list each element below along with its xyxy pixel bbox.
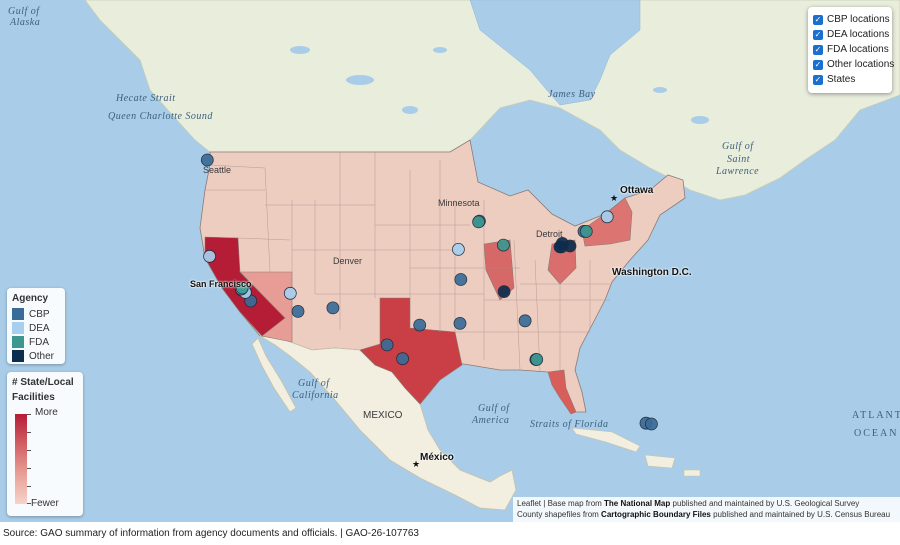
- legend-label: FDA: [29, 336, 49, 348]
- attribution-line1: Leaflet | Base map from The National Map…: [517, 498, 896, 509]
- map-canvas[interactable]: ★ ★ Gulf of Alaska Hecate Strait Queen C…: [0, 0, 900, 522]
- swatch-dea: [12, 322, 24, 334]
- state-texas: [359, 297, 463, 405]
- facility-point-other[interactable]: [497, 285, 511, 299]
- source-note: Source: GAO summary of information from …: [3, 528, 419, 539]
- gradient-tick: [27, 414, 31, 415]
- state-arizona: [239, 271, 293, 343]
- attribution-line2: County shapefiles from Cartographic Boun…: [517, 509, 896, 520]
- facility-point-dea[interactable]: [600, 210, 614, 224]
- facility-point-other[interactable]: [563, 239, 577, 253]
- layer-label: DEA locations: [827, 29, 890, 40]
- national-map-link[interactable]: The National Map: [604, 499, 671, 508]
- swatch-cbp: [12, 308, 24, 320]
- facility-point-dea[interactable]: [203, 249, 217, 263]
- legend-item-cbp: CBP: [12, 307, 60, 321]
- legend-label: DEA: [29, 322, 50, 334]
- legend-item-fda: FDA: [12, 335, 60, 349]
- canada-lakes: [290, 46, 709, 124]
- hispaniola: [644, 454, 676, 469]
- cartographic-boundary-link[interactable]: Cartographic Boundary Files: [601, 510, 711, 519]
- facility-point-cbp[interactable]: [396, 352, 410, 366]
- facility-point-cbp[interactable]: [413, 318, 427, 332]
- legend-item-dea: DEA: [12, 321, 60, 335]
- facilities-legend: # State/Local Facilities More Fewer: [7, 372, 83, 516]
- facility-point-cbp[interactable]: [454, 273, 468, 286]
- gradient-label-more: More: [35, 407, 58, 418]
- facilities-legend-title-line2: Facilities: [12, 392, 55, 403]
- gradient-tick: [27, 450, 31, 451]
- layer-label: CBP locations: [827, 14, 890, 25]
- facility-point-cbp[interactable]: [453, 316, 467, 330]
- facility-point-fda[interactable]: [235, 281, 249, 295]
- attribution-base-prefix: Base map from: [547, 499, 605, 508]
- gradient-label-fewer: Fewer: [31, 498, 59, 509]
- layer-toggle-other[interactable]: ✓ Other locations: [813, 57, 894, 72]
- facility-point-cbp[interactable]: [326, 301, 340, 315]
- ottawa-star: ★: [610, 193, 618, 203]
- gradient-tick: [27, 432, 31, 433]
- layer-toggle-cbp[interactable]: ✓ CBP locations: [813, 12, 890, 27]
- swatch-fda: [12, 336, 24, 348]
- facility-points: [200, 153, 658, 431]
- layer-toggle-states[interactable]: ✓ States: [813, 72, 888, 87]
- attribution-sep: |: [541, 499, 548, 508]
- agency-legend-title: Agency: [12, 293, 49, 304]
- legend-label: CBP: [29, 308, 50, 320]
- agency-legend: Agency CBP DEA FDA Other: [7, 288, 65, 364]
- puerto-rico: [683, 469, 701, 477]
- facility-point-dea[interactable]: [451, 242, 465, 256]
- facilities-gradient-bar: [15, 414, 27, 504]
- legend-label: Other: [29, 350, 55, 362]
- lake-superior: [478, 172, 530, 190]
- hudson-bay: [469, 0, 641, 106]
- attribution-county-suffix: published and maintained by U.S. Census …: [710, 510, 891, 519]
- facility-point-cbp[interactable]: [291, 304, 305, 318]
- gradient-tick: [27, 486, 31, 487]
- facility-point-fda[interactable]: [530, 353, 544, 366]
- baja-california: [251, 337, 297, 413]
- gradient-tick: [27, 503, 31, 504]
- legend-item-other: Other: [12, 349, 60, 363]
- gradient-tick: [27, 468, 31, 469]
- checkbox-checked-icon[interactable]: ✓: [813, 59, 823, 70]
- facility-point-cbp[interactable]: [380, 338, 394, 352]
- mexico-city-star: ★: [412, 459, 420, 469]
- swatch-other: [12, 350, 24, 362]
- cuba: [571, 427, 641, 453]
- layer-control: ✓ CBP locations ✓ DEA locations ✓ FDA locat…: [808, 7, 894, 93]
- checkbox-checked-icon[interactable]: ✓: [813, 14, 823, 25]
- canada-landmass: [84, 0, 900, 201]
- layer-label: States: [827, 74, 856, 85]
- facility-point-cbp[interactable]: [645, 417, 658, 431]
- checkbox-checked-icon[interactable]: ✓: [813, 29, 823, 40]
- florida: [547, 369, 577, 415]
- map-attribution: Leaflet | Base map from The National Map…: [513, 497, 900, 522]
- facility-point-cbp[interactable]: [200, 153, 214, 167]
- attribution-county-prefix: County shapefiles from: [517, 510, 602, 519]
- layer-label: FDA locations: [827, 44, 889, 55]
- facilities-legend-title-line1: # State/Local: [12, 377, 74, 388]
- facility-point-fda[interactable]: [472, 215, 486, 229]
- layer-toggle-fda[interactable]: ✓ FDA locations: [813, 42, 889, 57]
- checkbox-checked-icon[interactable]: ✓: [813, 44, 823, 55]
- state-borders: [205, 152, 610, 373]
- facility-point-cbp[interactable]: [518, 314, 532, 328]
- layer-label: Other locations: [827, 59, 895, 70]
- layer-toggle-dea[interactable]: ✓ DEA locations: [813, 27, 890, 42]
- facility-point-fda[interactable]: [496, 238, 510, 252]
- map-svg: ★ ★: [84, 0, 900, 511]
- facility-point-dea[interactable]: [283, 286, 297, 300]
- checkbox-checked-icon[interactable]: ✓: [813, 74, 823, 85]
- facility-point-fda[interactable]: [579, 224, 593, 238]
- leaflet-link[interactable]: Leaflet: [517, 499, 542, 508]
- attribution-base-suffix: published and maintained by U.S. Geologi…: [670, 499, 860, 508]
